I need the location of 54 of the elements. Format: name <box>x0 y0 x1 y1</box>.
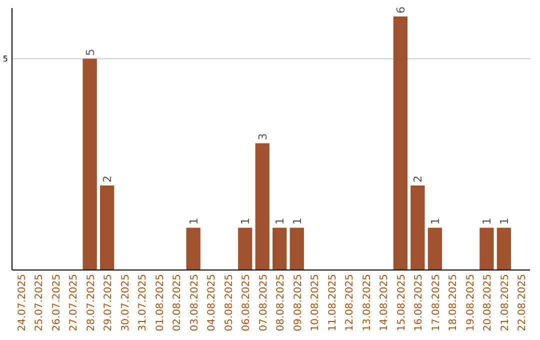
x-tick-label: 02.08.2025 <box>172 274 184 332</box>
data-label: 5 <box>84 48 97 56</box>
bar <box>410 185 425 270</box>
bar <box>100 185 114 270</box>
x-tick-label: 14.08.2025 <box>379 274 390 332</box>
x-tick-label: 28.07.2025 <box>86 274 97 332</box>
data-label: 1 <box>274 218 287 225</box>
data-label: 2 <box>412 175 425 182</box>
x-tick-label: 27.07.2025 <box>68 274 80 332</box>
x-tick-label: 21.08.2025 <box>500 274 511 332</box>
x-tick-label: 09.08.2025 <box>292 274 304 332</box>
x-tick-label: 08.08.2025 <box>276 274 287 332</box>
x-tick-label: 29.07.2025 <box>103 274 114 332</box>
x-tick-label: 20.08.2025 <box>482 274 494 332</box>
bar <box>290 228 304 270</box>
x-tick-label: 17.08.2025 <box>430 274 442 332</box>
x-tick-label: 12.08.2025 <box>344 274 356 332</box>
data-label: 2 <box>101 175 114 182</box>
x-tick-label: 26.07.2025 <box>51 274 62 332</box>
data-label: 1 <box>428 218 442 225</box>
bar <box>272 228 287 270</box>
bar <box>255 143 270 270</box>
bar <box>393 16 408 270</box>
x-tick-label: 25.07.2025 <box>34 274 46 332</box>
x-tick-label: 31.07.2025 <box>138 274 149 332</box>
x-tick-label: 30.07.2025 <box>120 274 132 332</box>
bar <box>82 58 97 270</box>
x-tick-label: 06.08.2025 <box>241 274 252 332</box>
x-tick-label: 13.08.2025 <box>362 274 373 332</box>
x-tick-label: 04.08.2025 <box>206 274 218 332</box>
bar <box>428 228 442 270</box>
x-tick-label: 11.08.2025 <box>327 274 338 332</box>
x-tick-label: 19.08.2025 <box>465 274 476 332</box>
bar <box>238 228 252 270</box>
x-tick-label: 24.07.2025 <box>16 274 28 332</box>
x-tick-label: 10.08.2025 <box>310 274 322 332</box>
x-tick-label: 18.08.2025 <box>448 274 460 332</box>
data-label: 3 <box>256 133 270 140</box>
x-tick-label: 16.08.2025 <box>414 274 425 332</box>
bar <box>186 228 200 270</box>
data-label: 1 <box>187 218 200 225</box>
data-label: 1 <box>480 218 494 225</box>
data-label: 1 <box>498 218 511 225</box>
x-tick-label: 22.08.2025 <box>517 274 528 332</box>
x-tick-label: 03.08.2025 <box>189 274 200 332</box>
x-tick-label: 01.08.2025 <box>154 274 166 332</box>
data-label: 6 <box>394 6 408 14</box>
x-tick-label: 07.08.2025 <box>258 274 270 332</box>
data-label: 1 <box>239 218 252 225</box>
data-label: 1 <box>290 218 304 225</box>
bar <box>480 228 494 270</box>
bar <box>496 228 512 270</box>
x-tick-label: 05.08.2025 <box>224 274 235 332</box>
x-tick-label: 15.08.2025 <box>396 274 408 332</box>
